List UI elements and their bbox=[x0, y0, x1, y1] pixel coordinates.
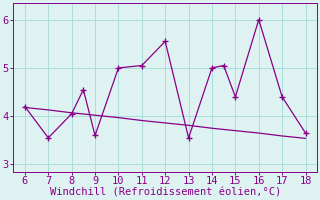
X-axis label: Windchill (Refroidissement éolien,°C): Windchill (Refroidissement éolien,°C) bbox=[50, 187, 281, 197]
